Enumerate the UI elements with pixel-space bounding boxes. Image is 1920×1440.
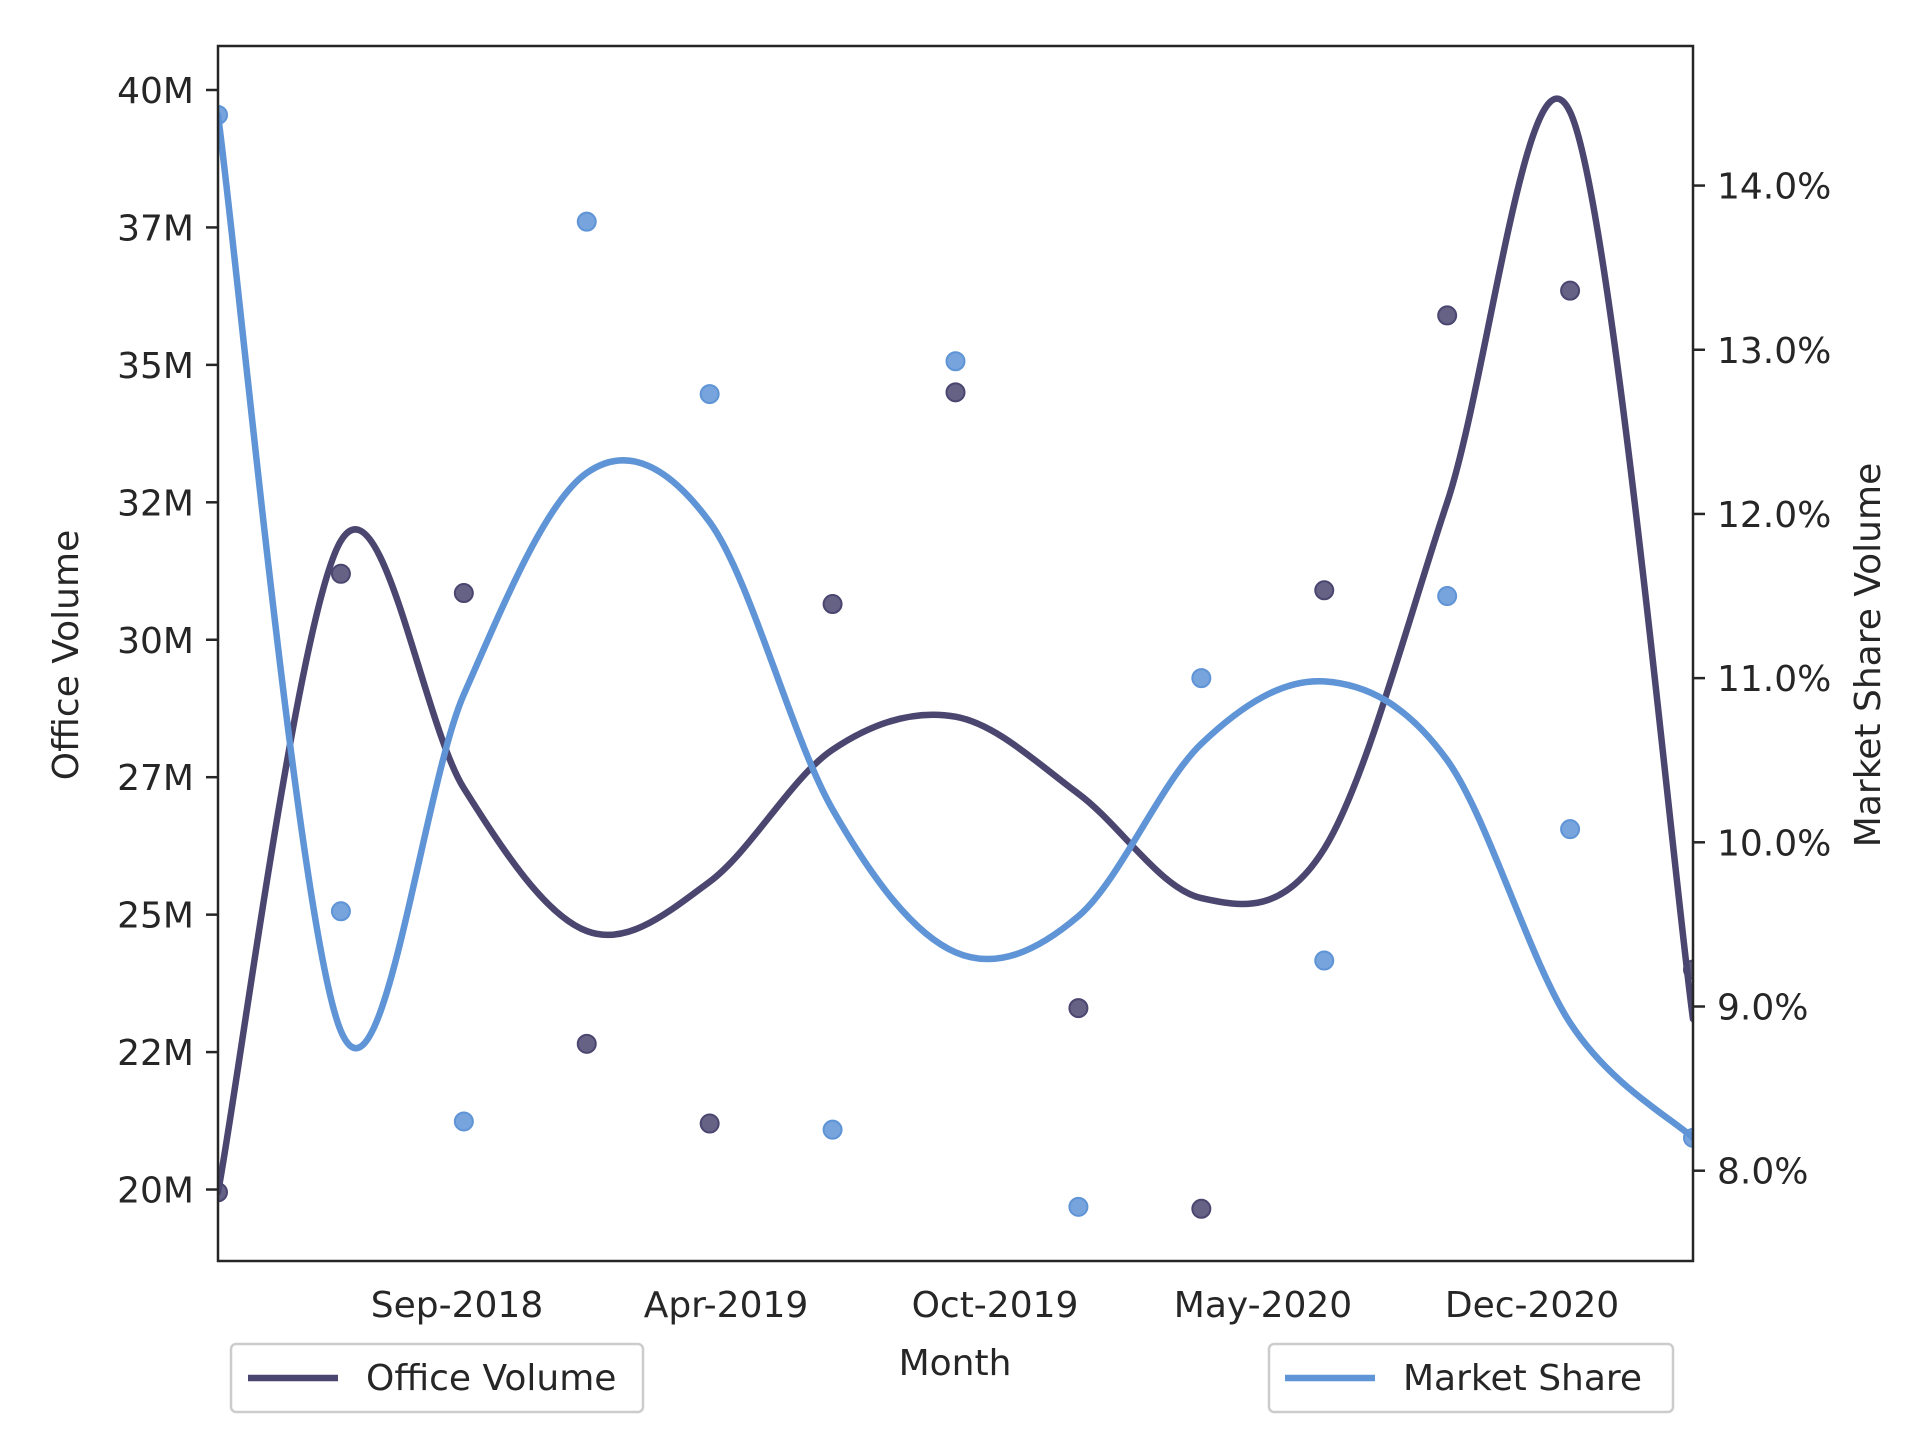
legend-label-market-share: Market Share <box>1403 1358 1642 1399</box>
x-tick-label: Dec-2020 <box>1445 1285 1619 1326</box>
data-point-market-share <box>1191 668 1212 689</box>
x-axis-title: Month <box>899 1343 1012 1384</box>
x-tick-label: Apr-2019 <box>644 1285 809 1326</box>
chart-marks <box>218 95 1693 1219</box>
y-right-tick-label: 12.0% <box>1717 495 1831 536</box>
data-point-market-share <box>576 211 597 232</box>
data-point-market-share <box>1068 1196 1089 1217</box>
data-point-market-share <box>453 1111 474 1132</box>
y-left-tick-label: 37M <box>117 208 194 249</box>
data-point-office-volume <box>945 382 966 403</box>
y-left-tick-label: 30M <box>117 621 194 662</box>
x-tick-label: May-2020 <box>1174 1285 1352 1326</box>
y-right-tick-label: 9.0% <box>1717 988 1808 1029</box>
legend-box <box>1267 1342 1675 1414</box>
y-axis-left-title: Office Volume <box>46 530 87 780</box>
x-tick-label: Oct-2019 <box>912 1285 1079 1326</box>
legend-office-volume: Office Volume <box>229 1342 645 1414</box>
y-left-tick-label: 25M <box>117 896 194 937</box>
y-right-tick-label: 8.0% <box>1717 1152 1808 1193</box>
data-point-office-volume <box>576 1033 597 1054</box>
y-right-tick-label: 11.0% <box>1717 659 1831 700</box>
y-left-tick-label: 20M <box>117 1171 194 1212</box>
y-left-tick-label: 22M <box>117 1033 194 1074</box>
chart-axes: 20M 22M 25M 27M 30M 32M 35M 37M 40M 8.0% 9.0% 10.0%… <box>117 71 1831 1326</box>
legend-box <box>229 1342 645 1414</box>
data-point-market-share <box>699 384 720 405</box>
data-point-market-share <box>1314 950 1335 971</box>
data-point-office-volume <box>822 594 843 615</box>
y-axis-right-title: Market Share Volume <box>1848 463 1889 847</box>
data-point-office-volume <box>1191 1198 1212 1219</box>
x-tick-label: Sep-2018 <box>371 1285 543 1326</box>
legend-market-share: Market Share <box>1267 1342 1675 1414</box>
series-line-office-volume <box>218 95 1693 1196</box>
data-point-office-volume <box>1314 580 1335 601</box>
y-left-tick-label: 27M <box>117 758 194 799</box>
y-left-tick-label: 35M <box>117 346 194 387</box>
data-point-market-share <box>1437 586 1458 607</box>
y-right-tick-label: 13.0% <box>1717 331 1831 372</box>
data-point-market-share <box>822 1119 843 1140</box>
data-point-office-volume <box>1560 280 1581 301</box>
y-right-tick-label: 14.0% <box>1717 167 1831 208</box>
data-point-market-share <box>945 351 966 372</box>
legend-label-office-volume: Office Volume <box>366 1358 616 1399</box>
data-point-office-volume <box>1068 998 1089 1019</box>
data-point-market-share <box>330 901 351 922</box>
y-left-tick-label: 40M <box>117 71 194 112</box>
data-point-office-volume <box>330 563 351 584</box>
y-left-tick-label: 32M <box>117 483 194 524</box>
data-point-office-volume <box>453 583 474 604</box>
data-point-office-volume <box>1437 305 1458 326</box>
data-point-market-share <box>1560 819 1581 840</box>
data-point-office-volume <box>699 1113 720 1134</box>
series-line-market-share <box>218 111 1693 1142</box>
plot-frame <box>216 44 1695 1263</box>
y-right-tick-label: 10.0% <box>1717 823 1831 864</box>
